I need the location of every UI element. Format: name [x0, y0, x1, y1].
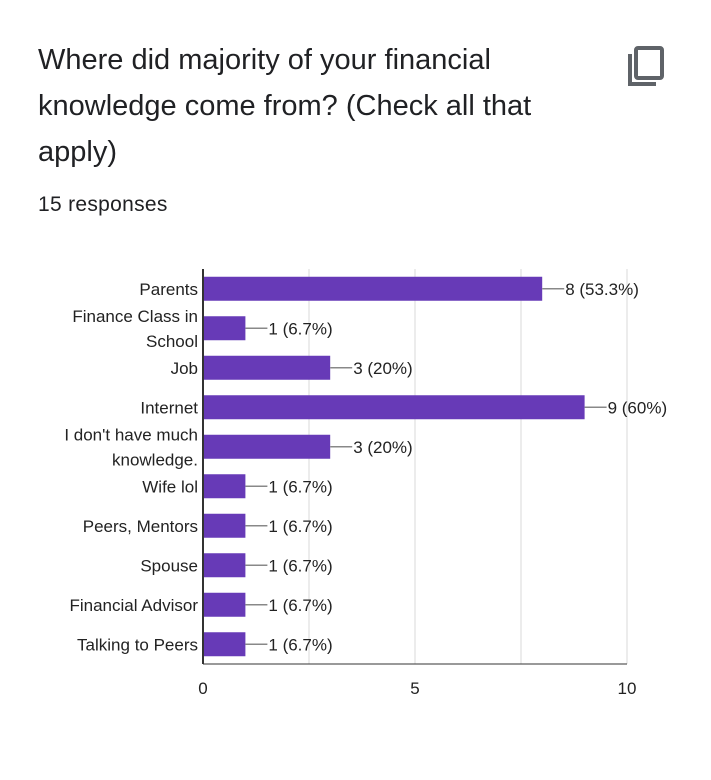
bar [203, 592, 246, 617]
data-label: 1 (6.7%) [268, 556, 332, 575]
data-label: 1 (6.7%) [268, 319, 332, 338]
category-label: Job [171, 359, 198, 378]
category-label: Finance Class in [72, 307, 198, 326]
data-label: 1 (6.7%) [268, 517, 332, 536]
category-label: Peers, Mentors [83, 517, 198, 536]
copy-icon[interactable] [624, 44, 668, 90]
bar [203, 395, 585, 420]
data-label: 1 (6.7%) [268, 477, 332, 496]
x-tick-label: 5 [410, 679, 419, 698]
x-tick-label: 0 [198, 679, 207, 698]
category-label: I don't have much [64, 425, 198, 444]
x-tick-label: 10 [618, 679, 637, 698]
response-count: 15 responses [38, 193, 168, 216]
category-label: Financial Advisor [69, 596, 198, 615]
bar [203, 434, 331, 459]
data-label: 3 (20%) [353, 438, 413, 457]
bar [203, 316, 246, 341]
data-label: 1 (6.7%) [268, 596, 332, 615]
data-label: 1 (6.7%) [268, 635, 332, 654]
category-label: knowledge. [112, 450, 198, 469]
bar [203, 632, 246, 657]
category-label: Internet [140, 398, 198, 417]
category-label: Talking to Peers [77, 635, 198, 654]
bar [203, 553, 246, 578]
data-label: 8 (53.3%) [565, 280, 639, 299]
data-label: 3 (20%) [353, 359, 413, 378]
question-title: Where did majority of your financial kno… [38, 44, 532, 168]
bar [203, 276, 543, 301]
data-label: 9 (60%) [608, 398, 668, 417]
bar [203, 474, 246, 499]
bar [203, 355, 331, 380]
category-label: Parents [139, 280, 198, 299]
bar [203, 513, 246, 538]
category-label: School [146, 332, 198, 351]
category-label: Wife lol [142, 477, 198, 496]
category-label: Spouse [140, 556, 198, 575]
